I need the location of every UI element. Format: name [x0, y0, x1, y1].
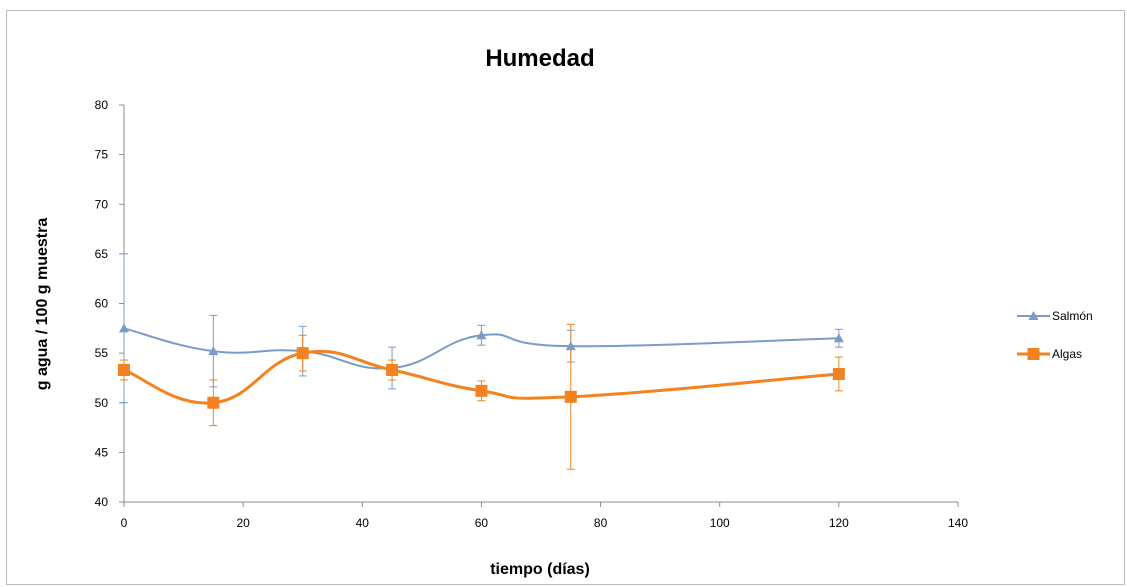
- algas-data-point: [475, 384, 488, 397]
- algas-data-point: [386, 363, 399, 376]
- salmon-legend-label: Salmón: [1052, 309, 1093, 323]
- algas-data-point: [296, 347, 309, 360]
- salmon-data-point: [565, 341, 576, 351]
- salmon-data-point: [119, 323, 129, 333]
- legend: Salmón Algas: [1017, 309, 1093, 361]
- algas-data-point: [832, 367, 845, 380]
- x-tick-label: 20: [236, 516, 250, 530]
- y-tick-label: 45: [95, 445, 109, 459]
- x-axis-label: tiempo (días): [490, 561, 590, 578]
- x-tick-label: 60: [475, 516, 489, 530]
- y-tick-label: 55: [95, 346, 109, 360]
- x-tick-label: 120: [829, 516, 849, 530]
- algas-data-point: [564, 390, 577, 403]
- x-tick-label: 100: [710, 516, 730, 530]
- chart-title: Humedad: [485, 45, 594, 72]
- salmon-series-line: [123, 327, 839, 370]
- x-tick-label: 40: [356, 516, 370, 530]
- algas-data-point: [118, 363, 130, 376]
- y-tick-label: 50: [95, 396, 109, 410]
- x-tick-label: 140: [948, 516, 968, 530]
- series-markers: [118, 323, 845, 409]
- algas-data-point: [207, 396, 220, 409]
- y-tick-label: 60: [95, 297, 109, 311]
- chart-frame: [6, 10, 1125, 585]
- x-tick-label: 80: [594, 516, 608, 530]
- salmon-data-point: [476, 330, 487, 340]
- error-bars: [120, 253, 843, 470]
- algas-legend-label: Algas: [1052, 347, 1082, 361]
- x-tick-label: 0: [121, 516, 128, 530]
- y-axis-label: g agua / 100 g muestra: [34, 218, 51, 391]
- y-tick-label: 75: [95, 148, 109, 162]
- y-tick-label: 70: [95, 197, 109, 211]
- salmon-data-point: [833, 333, 844, 343]
- y-tick-label: 80: [95, 98, 109, 112]
- axes: 40 45 50 55 60 65 70 75 80 0 20 40 60 80 100 120 140: [95, 98, 969, 530]
- algas-legend-marker: [1027, 348, 1040, 360]
- salmon-legend-marker: [1028, 311, 1039, 320]
- y-tick-label: 65: [95, 247, 109, 261]
- y-tick-label: 40: [95, 495, 109, 509]
- salmon-data-point: [208, 346, 219, 356]
